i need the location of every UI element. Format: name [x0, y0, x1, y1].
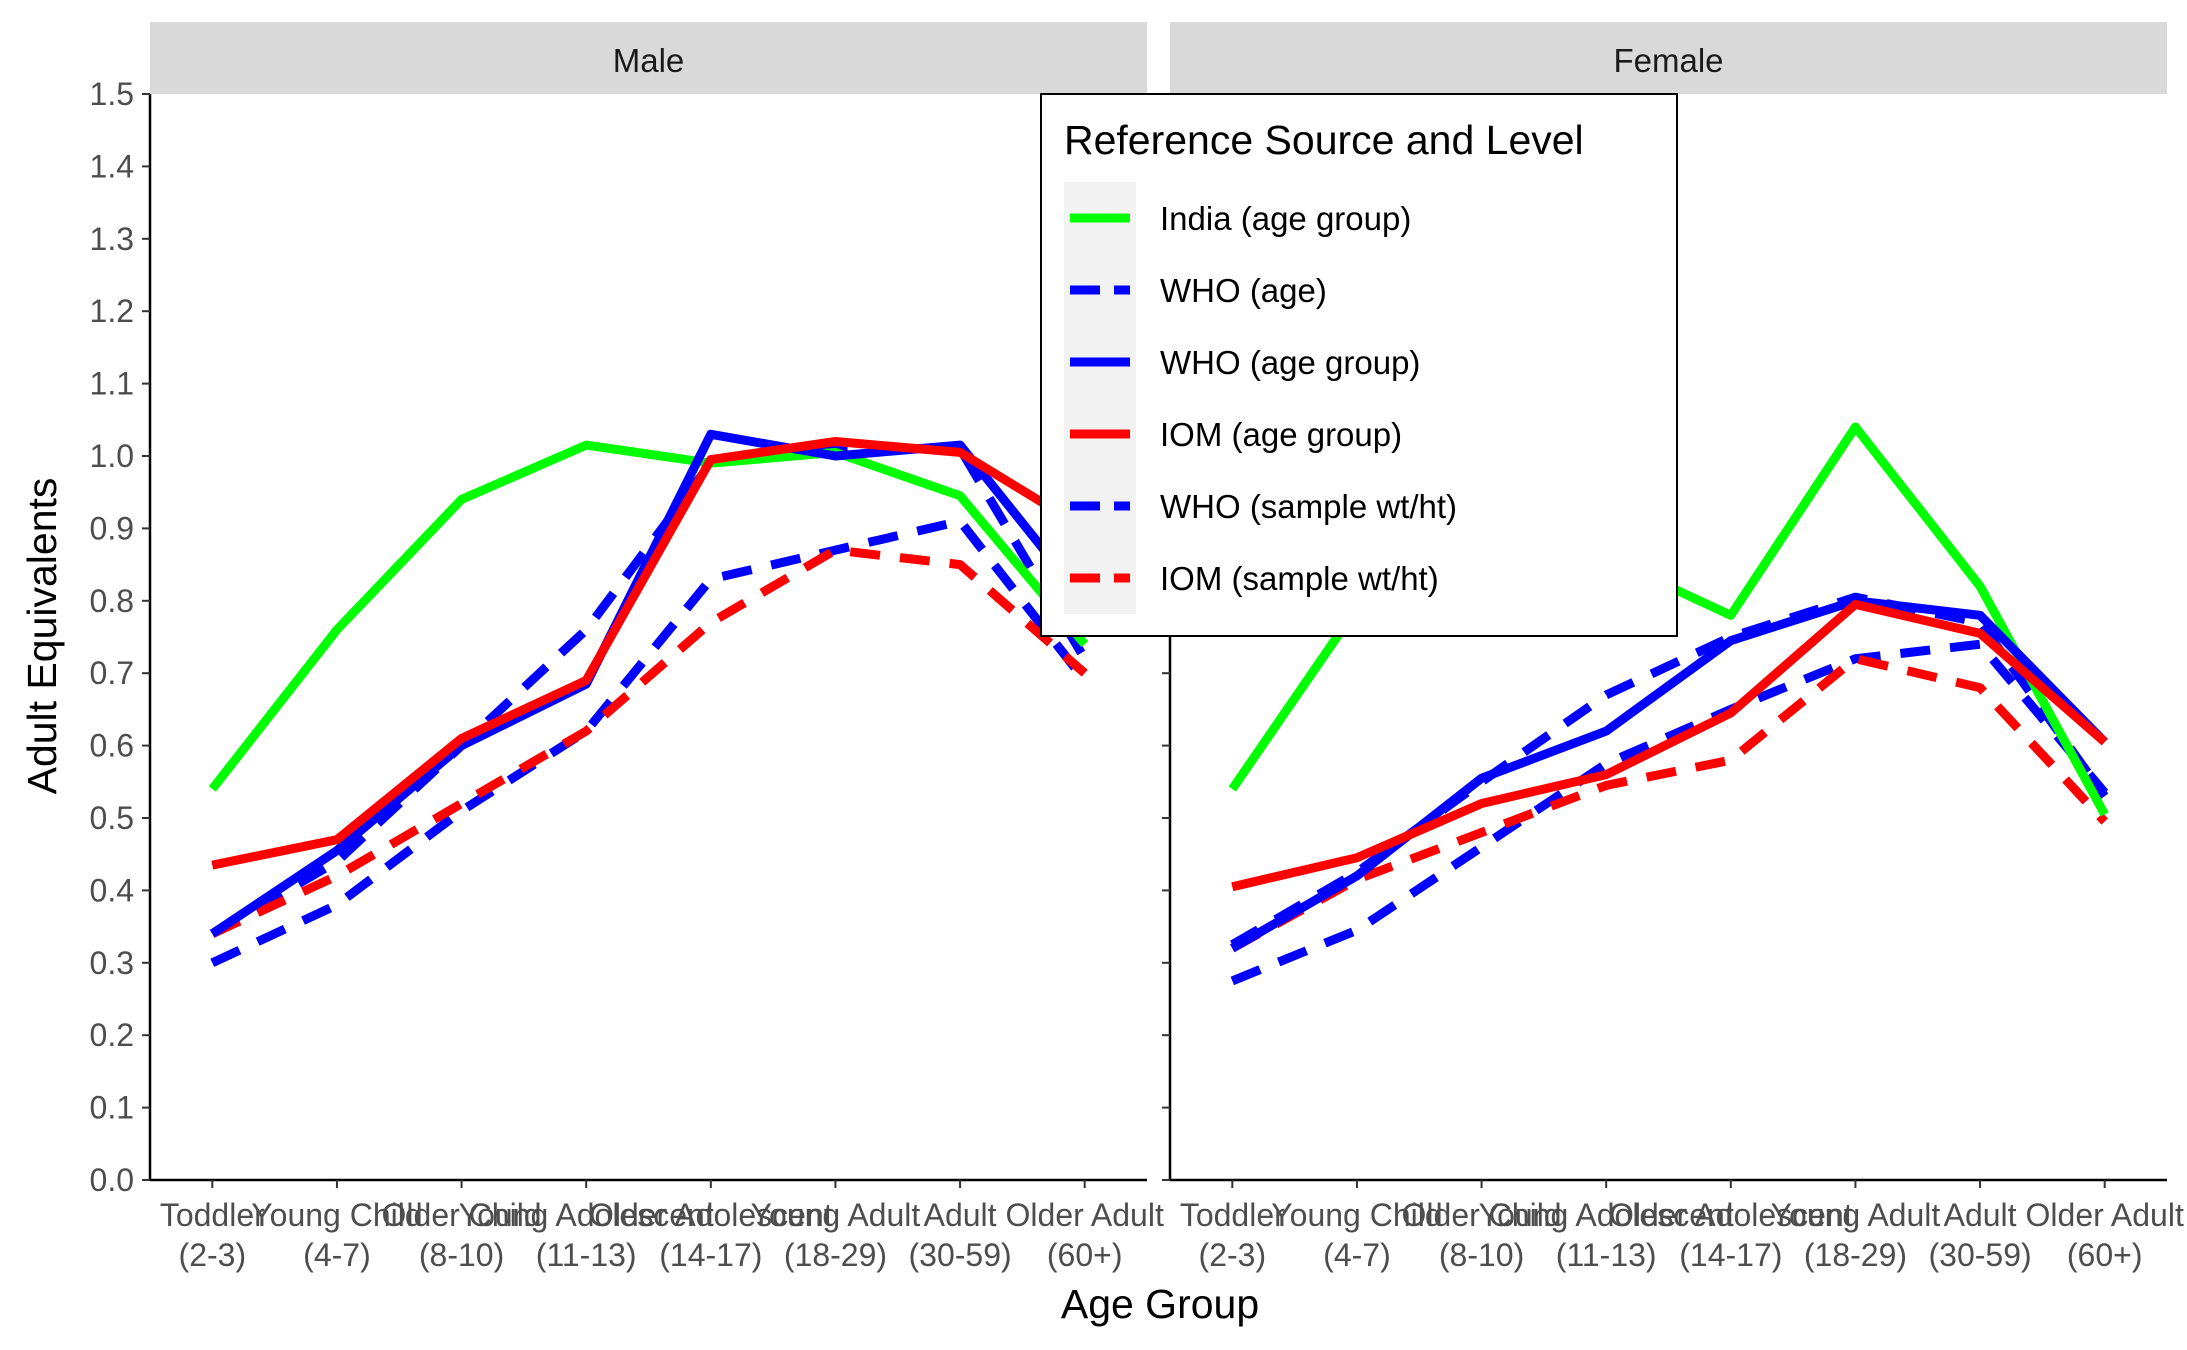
- y-tick-label: 0.2: [90, 1017, 134, 1053]
- y-tick-label: 0.9: [90, 510, 134, 546]
- axis-titles: Age Group Adult Equivalents: [19, 478, 1259, 1327]
- panels-layer: Male 0.0 0.1 0.2 0.3 0.4 0.5 0.6 0.7 0.8 0.9 1.0 1.1…: [90, 22, 2184, 1273]
- x-tick-label: Young Adult (18-29): [1771, 1197, 1941, 1273]
- series-line-iom-age-group: [1231, 599, 2108, 892]
- y-tick-label: 0.3: [90, 945, 134, 981]
- y-tick-label: 0.4: [90, 872, 134, 908]
- series-line-who-age: [1230, 639, 2109, 986]
- x-tick-label: Young Adolescent (11-13): [1479, 1197, 1734, 1273]
- legend-box: [1040, 93, 1678, 637]
- x-tick-label: Adult (30-59): [1928, 1197, 2031, 1273]
- x-tick-label: Older Adolescent (14-17): [589, 1197, 833, 1273]
- y-tick-label: 1.2: [90, 293, 134, 329]
- legend-label: India (age group): [1160, 200, 1411, 237]
- x-tick-label: Older Adult (60+): [2026, 1197, 2184, 1273]
- y-tick-label: 1.3: [90, 221, 134, 257]
- series-line-who-age: [210, 516, 1089, 967]
- y-tick-label: 0.1: [90, 1090, 134, 1126]
- x-axis-title: Age Group: [1061, 1281, 1259, 1327]
- y-tick-label: 1.0: [90, 438, 134, 474]
- legend-entries: India (age group) WHO (age) WHO (age group…: [1070, 200, 1457, 597]
- legend-label: IOM (age group): [1160, 416, 1402, 453]
- series-line-who-sample-wt-ht: [210, 444, 1089, 938]
- series-line-india-age-group: [208, 440, 1089, 792]
- x-tick-label: Young Adult (18-29): [751, 1197, 921, 1273]
- legend-label: IOM (sample wt/ht): [1160, 560, 1439, 597]
- series-line-iom-sample-wt-ht: [210, 545, 1088, 938]
- legend-label: WHO (age): [1160, 272, 1327, 309]
- x-tick-label: Toddler (2-3): [160, 1197, 265, 1273]
- strip-background: [1170, 22, 2167, 94]
- y-tick-label: 0.6: [90, 728, 134, 764]
- panel-male: Male 0.0 0.1 0.2 0.3 0.4 0.5 0.6 0.7 0.8 0.9 1.0 1.1…: [90, 22, 1164, 1273]
- y-tick-label: 1.4: [90, 148, 134, 184]
- series-line-who-age-group: [1230, 596, 2108, 953]
- series-line-iom-sample-wt-ht: [1230, 654, 2108, 953]
- legend-label: WHO (age group): [1160, 344, 1420, 381]
- x-tick-label: Adult (30-59): [908, 1197, 1011, 1273]
- y-tick-label: 1.1: [90, 366, 134, 402]
- x-tick-label: Young Adolescent (11-13): [459, 1197, 714, 1273]
- legend-label: WHO (sample wt/ht): [1160, 488, 1457, 525]
- y-tick-label: 0.5: [90, 800, 134, 836]
- series-line-iom-age-group: [211, 437, 1088, 870]
- strip-label: Male: [613, 42, 685, 79]
- y-tick-label: 0.7: [90, 655, 134, 691]
- x-tick-label: Older Child (8-10): [1402, 1197, 1562, 1273]
- x-tick-label: Toddler (2-3): [1180, 1197, 1285, 1273]
- x-tick-label: Older Child (8-10): [382, 1197, 542, 1273]
- legend-key-background: [1064, 182, 1136, 614]
- x-tick-label: Young Child (4-7): [1271, 1197, 1442, 1273]
- y-tick-label: 1.5: [90, 76, 134, 112]
- y-tick-label: 0.0: [90, 1162, 134, 1198]
- strip-background: [150, 22, 1147, 94]
- x-tick-label: Older Adolescent (14-17): [1609, 1197, 1853, 1273]
- y-tick-label: 0.8: [90, 583, 134, 619]
- y-axis-title: Adult Equivalents: [19, 478, 65, 795]
- legend-title: Reference Source and Level: [1064, 117, 1584, 163]
- x-tick-label: Young Child (4-7): [251, 1197, 422, 1273]
- strip-label: Female: [1613, 42, 1723, 79]
- x-tick-label: Older Adult (60+): [1006, 1197, 1164, 1273]
- legend: Reference Source and Level India (age gr…: [1040, 93, 1678, 637]
